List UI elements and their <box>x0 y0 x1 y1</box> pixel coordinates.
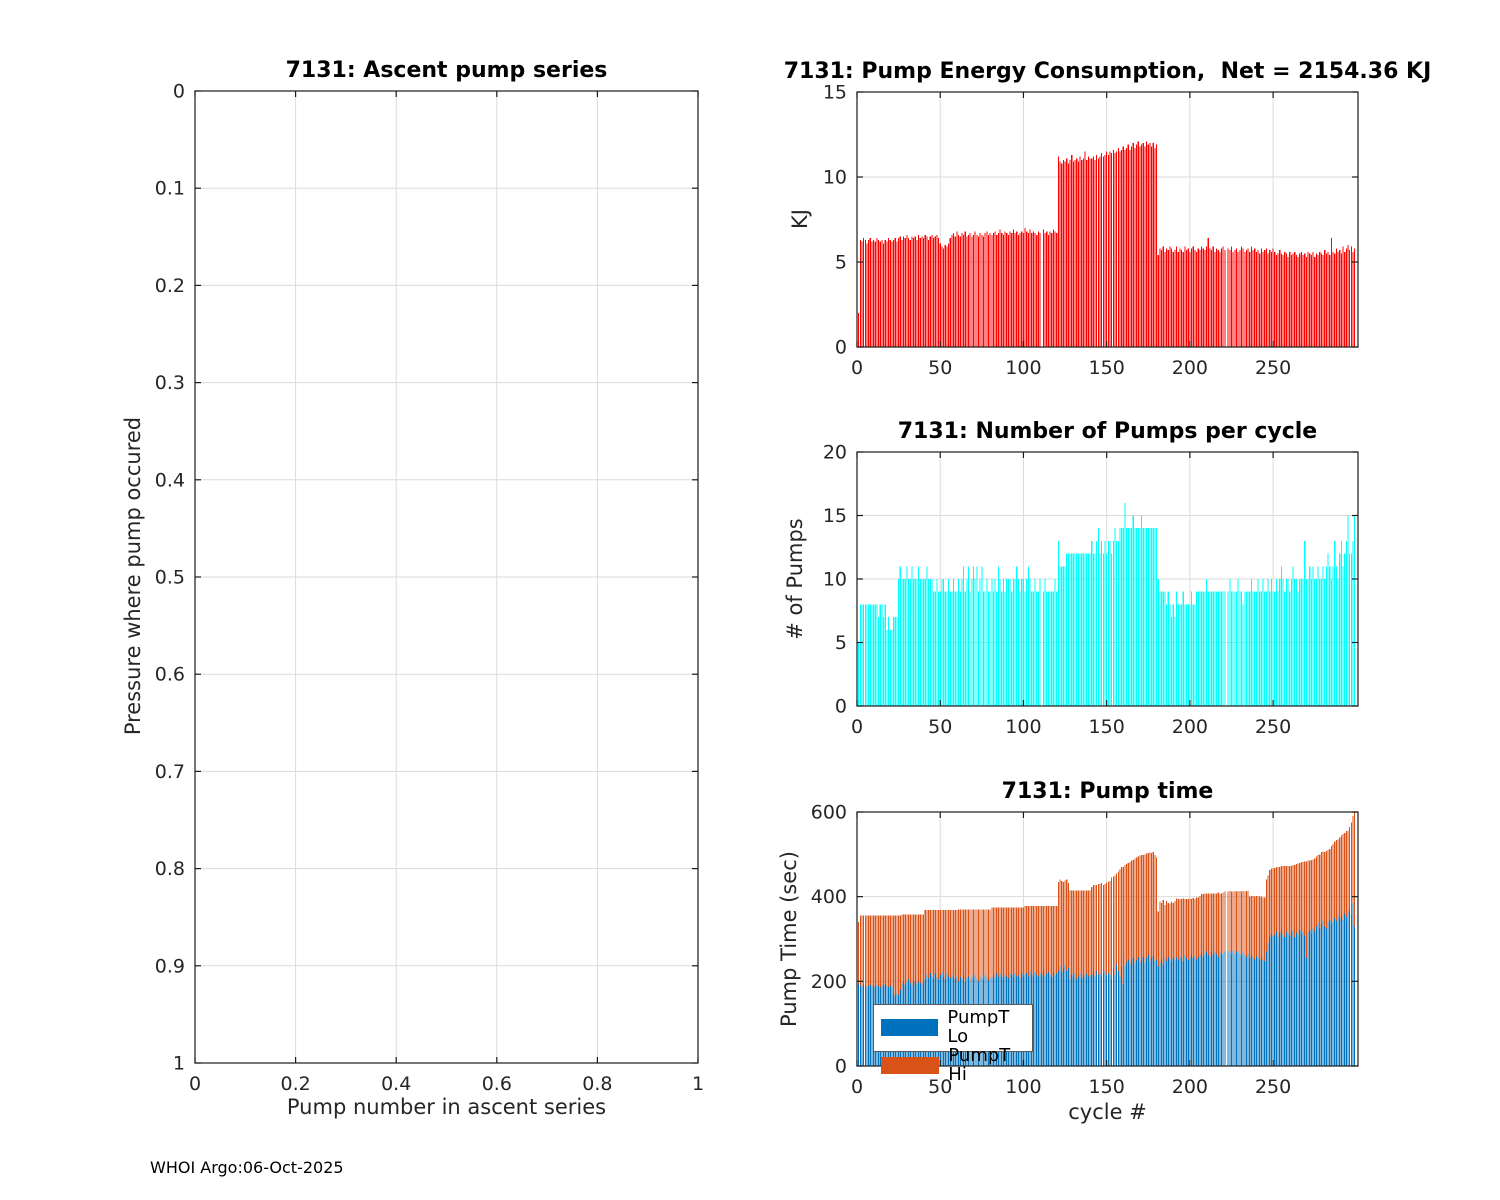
svg-text:250: 250 <box>1255 357 1291 379</box>
svg-text:0: 0 <box>173 80 185 102</box>
bars <box>858 141 1356 347</box>
pumpt-hi-label: PumpT Hi <box>948 1045 1011 1085</box>
svg-text:0.2: 0.2 <box>155 275 185 297</box>
svg-text:50: 50 <box>928 357 952 379</box>
svg-text:0.6: 0.6 <box>482 1073 512 1095</box>
axes-box <box>856 451 1359 707</box>
svg-text:0: 0 <box>189 1073 201 1095</box>
svg-text:0: 0 <box>835 695 847 717</box>
pumptime-y-axis-label: Pump Time (sec) <box>777 851 801 1027</box>
legend-entry-pumpt-lo: PumpT Lo <box>881 1008 1032 1046</box>
pumptime-x-axis-label: cycle # <box>1068 1100 1147 1124</box>
energy-plot-title: 7131: Pump Energy Consumption, Net = 215… <box>783 59 1432 84</box>
svg-text:200: 200 <box>1172 716 1208 738</box>
svg-text:0.9: 0.9 <box>155 955 185 977</box>
svg-text:250: 250 <box>1255 1076 1291 1098</box>
svg-text:150: 150 <box>1089 716 1125 738</box>
svg-text:1: 1 <box>173 1052 185 1074</box>
pumpt-lo-label: PumpT Lo <box>947 1007 1010 1047</box>
svg-text:0: 0 <box>851 1076 863 1098</box>
svg-text:250: 250 <box>1255 716 1291 738</box>
svg-text:150: 150 <box>1089 357 1125 379</box>
svg-text:0.4: 0.4 <box>381 1073 411 1095</box>
grid-lines <box>195 91 698 1063</box>
pump-time-legend: PumpT Lo PumpT Hi <box>873 1004 1033 1084</box>
svg-text:15: 15 <box>823 81 847 103</box>
svg-text:5: 5 <box>835 251 847 273</box>
tick-labels: 0 0.2 0.4 0.6 0.8 100.10.20.30.40.50.60.70.80… <box>155 80 704 1095</box>
svg-text:0.7: 0.7 <box>155 761 185 783</box>
svg-text:0: 0 <box>851 357 863 379</box>
pumpt-hi-swatch <box>881 1056 940 1074</box>
ascent-y-axis-label: Pressure where pump occured <box>121 416 145 736</box>
svg-text:15: 15 <box>823 505 847 527</box>
footer-annotation: WHOI Argo:06-Oct-2025 <box>150 1158 344 1177</box>
axes-box <box>856 91 1359 348</box>
ascent-chart-canvas: 0 0.2 0.4 0.6 0.8 100.10.20.30.40.50.60.70.80… <box>155 80 704 1095</box>
svg-text:0: 0 <box>835 336 847 358</box>
svg-text:0.8: 0.8 <box>582 1073 612 1095</box>
axes-box <box>194 90 699 1064</box>
svg-text:50: 50 <box>928 716 952 738</box>
svg-text:0.4: 0.4 <box>155 469 185 491</box>
svg-text:50: 50 <box>928 1076 952 1098</box>
ascent-x-axis-label: Pump number in ascent series <box>286 1095 607 1119</box>
svg-text:100: 100 <box>1005 1076 1041 1098</box>
energy-chart-canvas: 0 50 100 150 200 250 0 5 10 15 <box>823 81 1359 379</box>
legend-entry-pumpt-hi: PumpT Hi <box>881 1046 1032 1084</box>
svg-text:10: 10 <box>823 568 847 590</box>
svg-text:1: 1 <box>692 1073 704 1095</box>
svg-text:200: 200 <box>1172 1076 1208 1098</box>
svg-text:0.5: 0.5 <box>155 566 185 588</box>
svg-text:0.6: 0.6 <box>155 664 185 686</box>
tick-labels: 0 50 100 150 200 250 0 5 10 15 20 <box>823 441 1291 738</box>
svg-text:100: 100 <box>1005 357 1041 379</box>
bars <box>858 502 1356 706</box>
pumps-chart-canvas: 0 50 100 150 200 250 0 5 10 15 20 <box>823 441 1359 738</box>
svg-text:0.1: 0.1 <box>155 178 185 200</box>
svg-text:200: 200 <box>1172 357 1208 379</box>
tick-labels: 0 50 100 150 200 250 0 200 400 600 <box>811 801 1292 1098</box>
svg-text:0.8: 0.8 <box>155 858 185 880</box>
svg-text:400: 400 <box>811 886 847 908</box>
pumps-plot-title: 7131: Number of Pumps per cycle <box>897 419 1318 444</box>
svg-text:5: 5 <box>835 632 847 654</box>
svg-text:20: 20 <box>823 441 847 463</box>
svg-text:0.3: 0.3 <box>155 372 185 394</box>
svg-text:0: 0 <box>851 716 863 738</box>
svg-text:10: 10 <box>823 166 847 188</box>
tick-labels: 0 50 100 150 200 250 0 5 10 15 <box>823 81 1291 379</box>
ascent-plot-title: 7131: Ascent pump series <box>285 58 608 83</box>
pumpt-lo-swatch <box>881 1018 939 1036</box>
svg-text:200: 200 <box>811 971 847 993</box>
svg-text:150: 150 <box>1089 1076 1125 1098</box>
pumptime-plot-title: 7131: Pump time <box>1001 779 1214 804</box>
svg-text:0: 0 <box>835 1055 847 1077</box>
axes-box <box>856 811 1359 1067</box>
svg-text:0.2: 0.2 <box>280 1073 310 1095</box>
svg-text:100: 100 <box>1005 716 1041 738</box>
svg-text:600: 600 <box>811 801 847 823</box>
